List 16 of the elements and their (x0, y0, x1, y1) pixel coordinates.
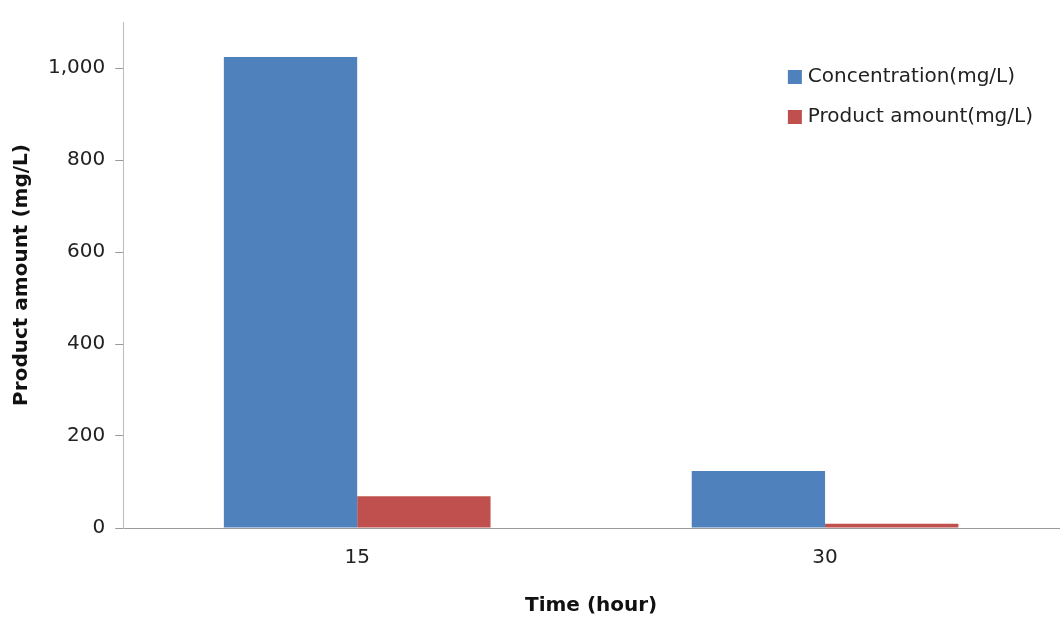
x-tick-label: 15 (344, 544, 370, 569)
legend-label: Product amount(mg/L) (807, 103, 1034, 128)
bar (357, 496, 491, 528)
x-axis-title: Time (hour) (525, 592, 658, 617)
y-axis-title: Product amount (mg/L) (8, 144, 33, 406)
bar (223, 56, 358, 528)
y-tick-label: 1,000 (47, 54, 106, 79)
y-tick-label: 400 (67, 330, 106, 355)
y-tick-label: 200 (67, 422, 106, 447)
y-tick-label: 600 (67, 238, 106, 263)
x-tick-label: 30 (812, 544, 838, 569)
legend-label: Concentration(mg/L) (807, 63, 1016, 88)
y-tick-label: 0 (92, 514, 106, 539)
bar (825, 523, 959, 528)
y-tick-label: 800 (67, 146, 106, 171)
bar (691, 470, 826, 528)
